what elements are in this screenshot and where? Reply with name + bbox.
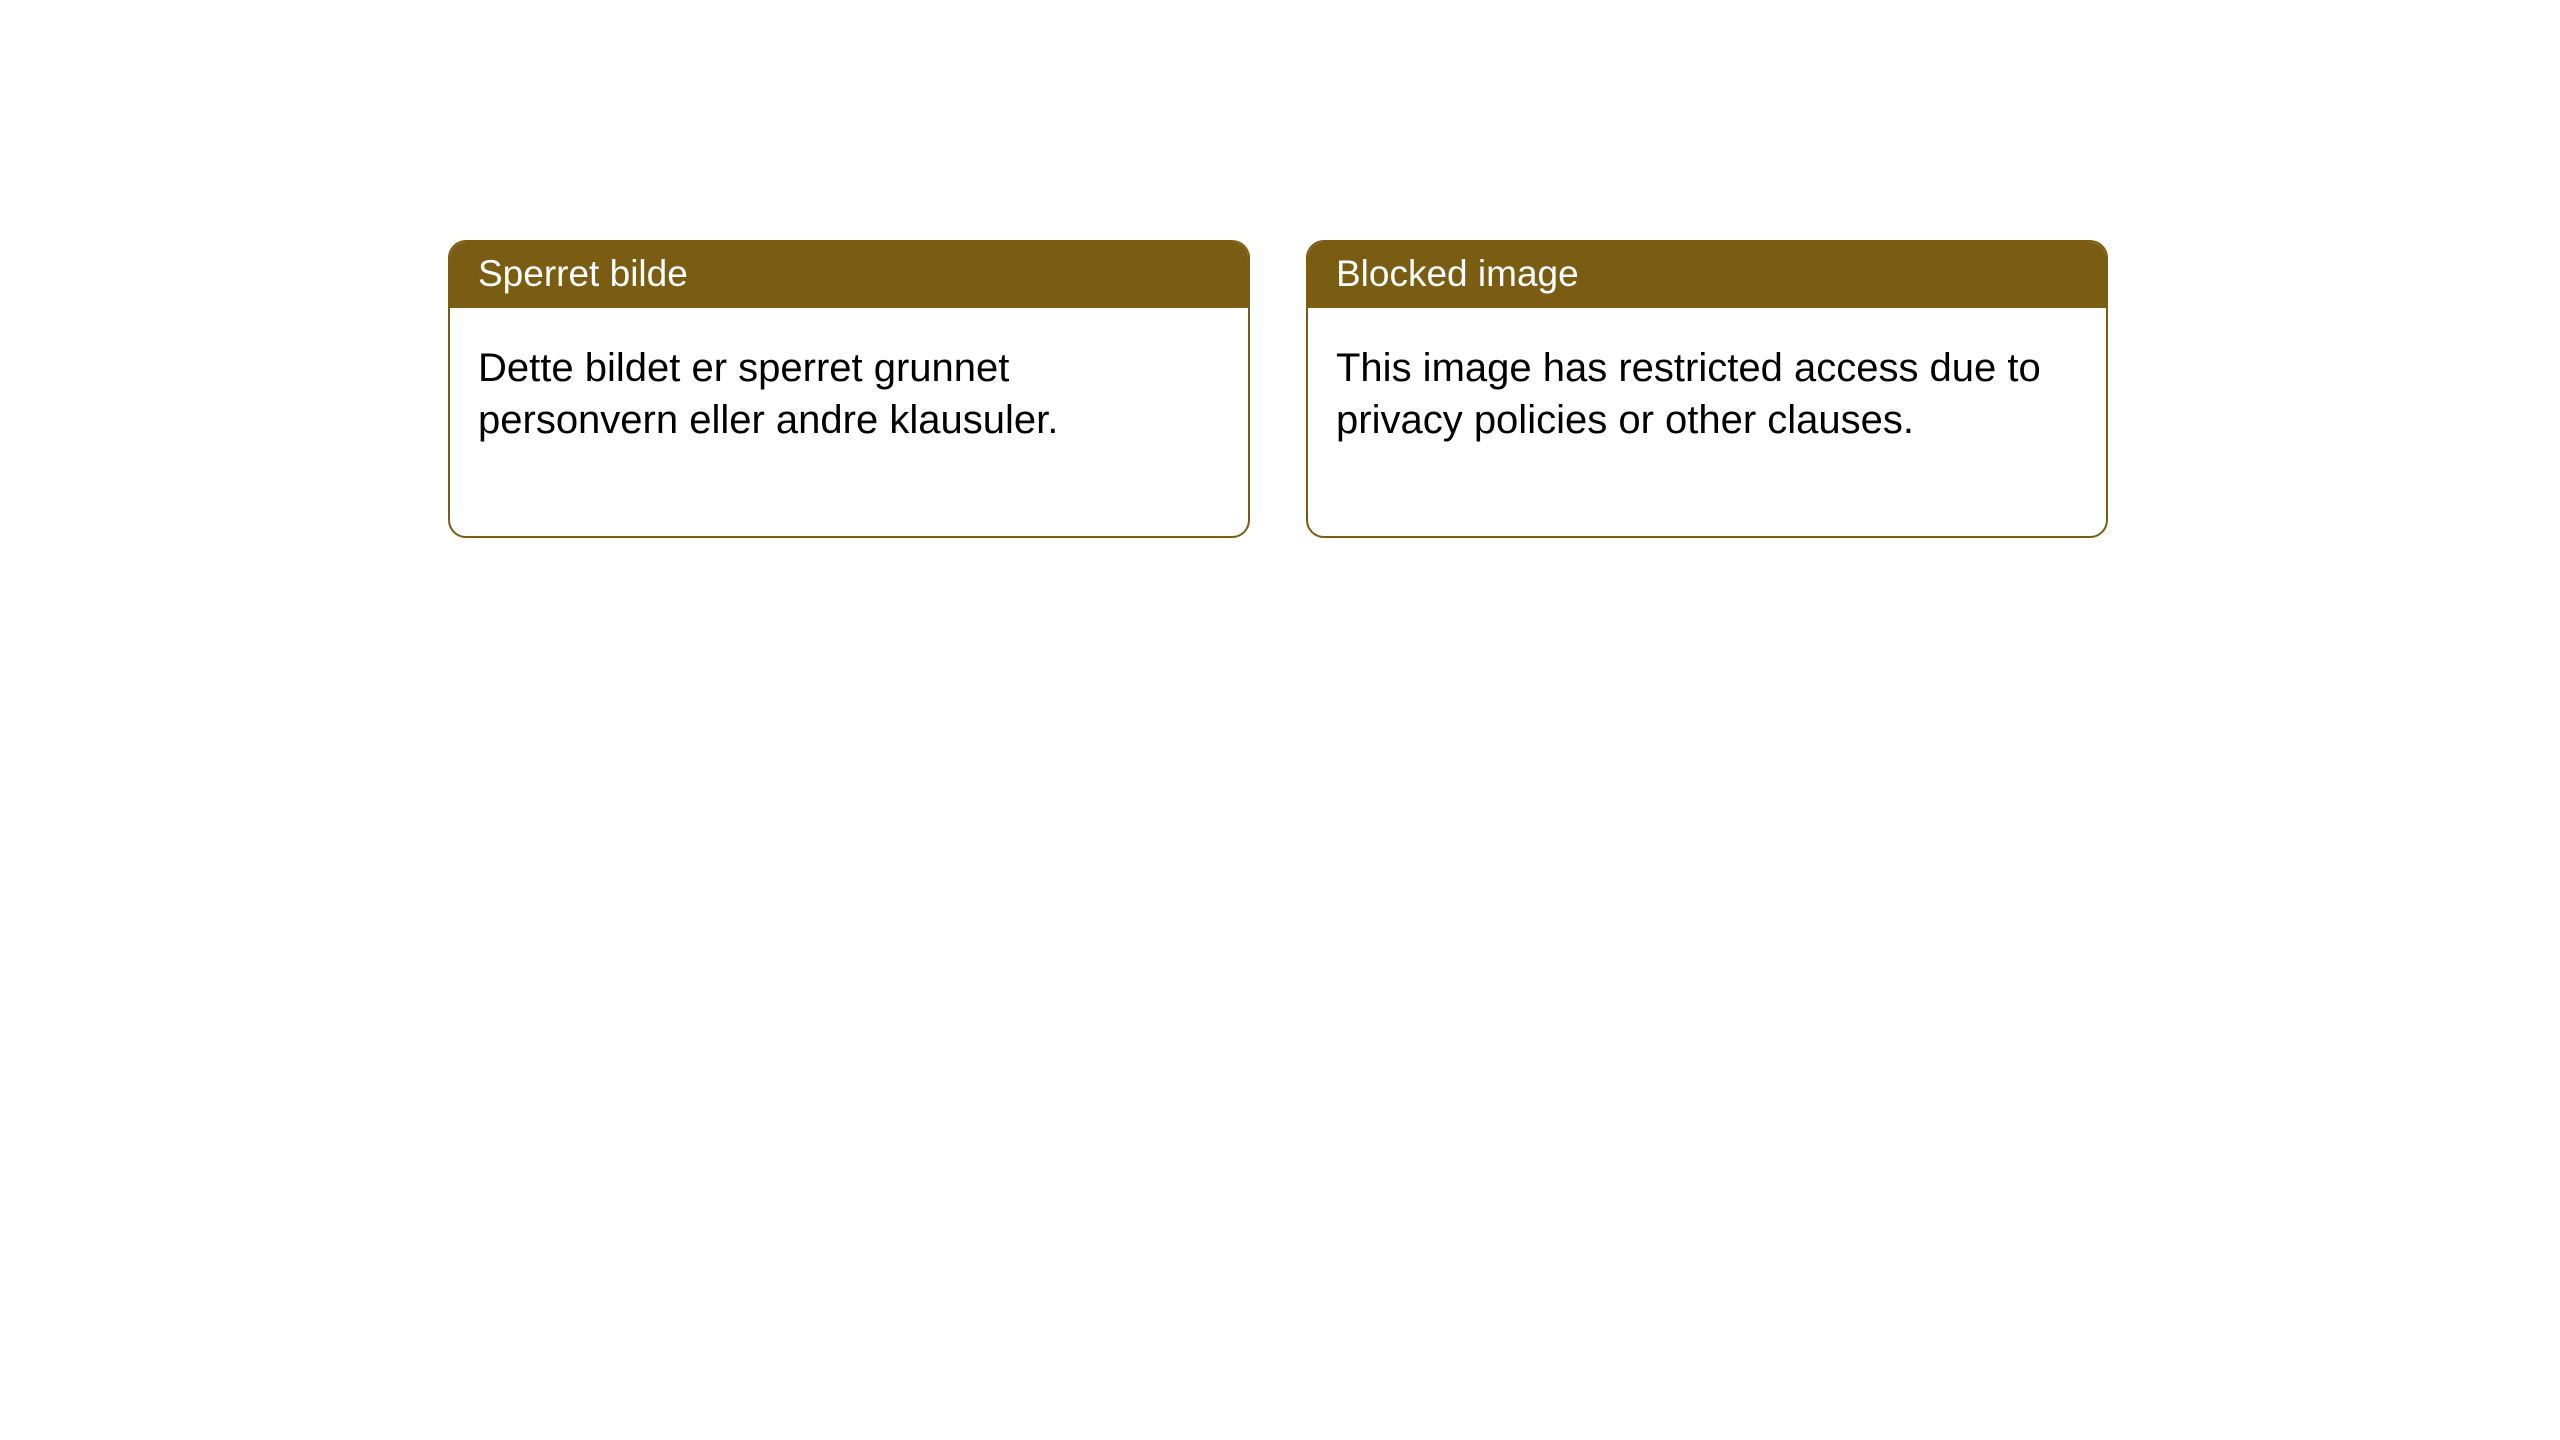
notice-card-en: Blocked image This image has restricted … [1306, 240, 2108, 538]
notice-title-en: Blocked image [1308, 242, 2106, 308]
notice-body-no: Dette bildet er sperret grunnet personve… [450, 308, 1248, 536]
notice-body-en: This image has restricted access due to … [1308, 308, 2106, 536]
notice-container: Sperret bilde Dette bildet er sperret gr… [0, 0, 2560, 538]
notice-title-no: Sperret bilde [450, 242, 1248, 308]
notice-card-no: Sperret bilde Dette bildet er sperret gr… [448, 240, 1250, 538]
